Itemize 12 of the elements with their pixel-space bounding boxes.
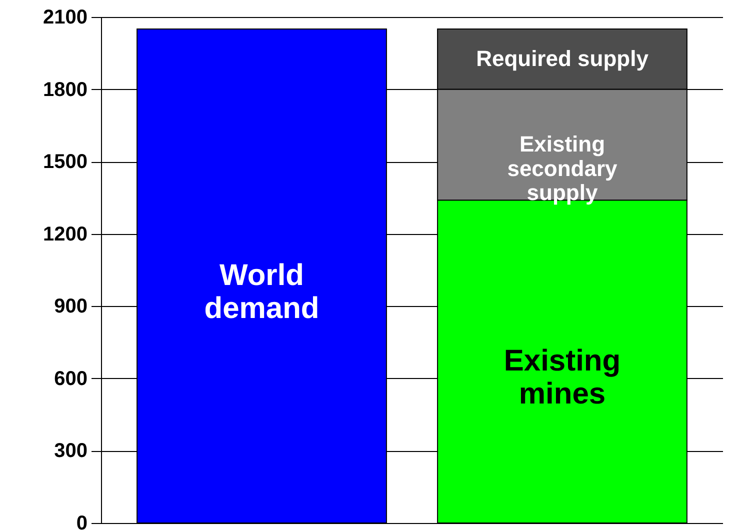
series-label: Required supply [476,46,650,72]
series-label: Existing secondary supply [507,132,618,206]
y-tick-label: 0 [76,512,88,532]
y-tick-label: 900 [54,296,88,318]
y-tick-label: 1800 [43,78,88,101]
y-tick-label: 1200 [43,223,88,246]
y-tick-label: 2100 [43,6,88,28]
y-tick-label: 600 [54,368,88,390]
y-tick-label: 1500 [43,151,88,174]
y-tick-label: 300 [54,440,88,462]
series-label: Existing mines [504,344,621,411]
series-label: World demand [204,259,320,326]
